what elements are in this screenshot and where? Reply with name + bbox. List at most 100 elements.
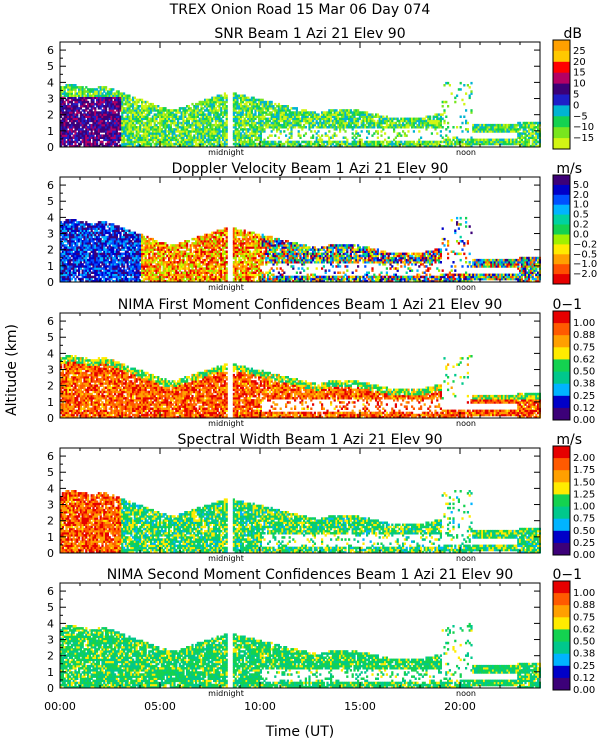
heatmap-cell: [126, 258, 129, 262]
heatmap-cell: [169, 111, 172, 114]
heatmap-cell: [277, 113, 280, 116]
heatmap-cell: [96, 130, 99, 133]
heatmap-cell: [519, 140, 522, 144]
heatmap-cell: [63, 111, 66, 114]
heatmap-cell: [182, 142, 185, 146]
heatmap-cell: [479, 138, 482, 142]
heatmap-cell: [117, 107, 120, 110]
heatmap-cell: [465, 121, 468, 125]
heatmap-cell: [126, 96, 129, 100]
heatmap-cell: [87, 113, 90, 116]
heatmap-cell: [182, 113, 185, 116]
heatmap-cell: [137, 107, 140, 110]
heatmap-cell: [198, 138, 201, 142]
heatmap-cell: [376, 142, 379, 146]
heatmap-cell: [106, 136, 109, 139]
heatmap-cell: [146, 121, 149, 125]
heatmap-cell: [535, 142, 538, 146]
x-axis-label: Time (UT): [265, 724, 334, 740]
heatmap-cell: [319, 126, 322, 129]
heatmap-cell: [132, 144, 135, 148]
heatmap-cell: [281, 115, 284, 118]
heatmap-cell: [274, 119, 277, 123]
heatmap-cell: [115, 235, 118, 239]
heatmap-cell: [96, 227, 99, 230]
heatmap-cell: [200, 113, 203, 116]
heatmap-cell: [78, 126, 81, 129]
heatmap-cell: [277, 123, 280, 127]
heatmap-cell: [121, 263, 124, 266]
heatmap-cell: [115, 231, 118, 235]
heatmap-cell: [117, 246, 120, 249]
heatmap-cell: [267, 126, 270, 129]
heatmap-cell: [92, 96, 95, 100]
heatmap-cell: [225, 94, 228, 97]
heatmap-cell: [310, 144, 313, 148]
heatmap-cell: [90, 267, 93, 270]
heatmap-cell: [101, 256, 104, 260]
heatmap-cell: [250, 126, 253, 129]
heatmap-cell: [223, 107, 226, 110]
heatmap-cell: [101, 86, 104, 89]
heatmap-cell: [150, 144, 153, 148]
heatmap-cell: [261, 117, 264, 121]
heatmap-cell: [232, 92, 235, 95]
heatmap-cell: [358, 111, 361, 114]
heatmap-cell: [65, 231, 68, 235]
heatmap-cell: [146, 107, 149, 110]
heatmap-cell: [96, 92, 99, 95]
heatmap-cell: [97, 92, 100, 95]
heatmap-cell: [159, 113, 162, 116]
heatmap-cell: [114, 244, 117, 247]
heatmap-cell: [209, 138, 212, 142]
heatmap-cell: [85, 123, 88, 127]
heatmap-cell: [484, 123, 487, 127]
heatmap-cell: [454, 140, 457, 144]
heatmap-cell: [261, 113, 264, 116]
heatmap-cell: [250, 102, 253, 106]
heatmap-cell: [258, 121, 261, 125]
heatmap-cell: [103, 100, 106, 104]
heatmap-cell: [295, 123, 298, 127]
heatmap-cell: [169, 136, 172, 139]
heatmap-cell: [76, 100, 79, 104]
heatmap-cell: [384, 119, 387, 123]
heatmap-cell: [493, 130, 496, 133]
heatmap-cell: [214, 128, 217, 131]
heatmap-cell: [427, 117, 430, 121]
heatmap-cell: [439, 130, 442, 133]
heatmap-cell: [153, 117, 156, 121]
heatmap-cell: [60, 107, 63, 110]
heatmap-cell: [409, 119, 412, 123]
heatmap-cell: [128, 237, 131, 241]
heatmap-cell: [117, 105, 120, 108]
heatmap-cell: [79, 111, 82, 114]
heatmap-cell: [96, 256, 99, 260]
heatmap-cell: [371, 134, 374, 137]
heatmap-cell: [168, 144, 171, 148]
heatmap-cell: [402, 119, 405, 123]
heatmap-cell: [285, 121, 288, 125]
heatmap-cell: [285, 126, 288, 129]
heatmap-cell: [220, 142, 223, 146]
heatmap-cell: [112, 256, 115, 260]
heatmap-cell: [292, 113, 295, 116]
heatmap-cell: [394, 121, 397, 125]
heatmap-cell: [247, 123, 250, 127]
heatmap-cell: [195, 121, 198, 125]
heatmap-cell: [171, 136, 174, 139]
heatmap-cell: [234, 107, 237, 110]
heatmap-cell: [241, 111, 244, 114]
heatmap-cell: [69, 258, 72, 262]
heatmap-cell: [70, 235, 73, 239]
heatmap-cell: [409, 123, 412, 127]
heatmap-cell: [223, 140, 226, 144]
heatmap-cell: [76, 132, 79, 135]
heatmap-cell: [157, 109, 160, 112]
heatmap-cell: [346, 144, 349, 148]
heatmap-cell: [409, 140, 412, 144]
heatmap-cell: [490, 126, 493, 129]
heatmap-cell: [209, 132, 212, 135]
heatmap-cell: [175, 111, 178, 114]
heatmap-cell: [87, 142, 90, 146]
